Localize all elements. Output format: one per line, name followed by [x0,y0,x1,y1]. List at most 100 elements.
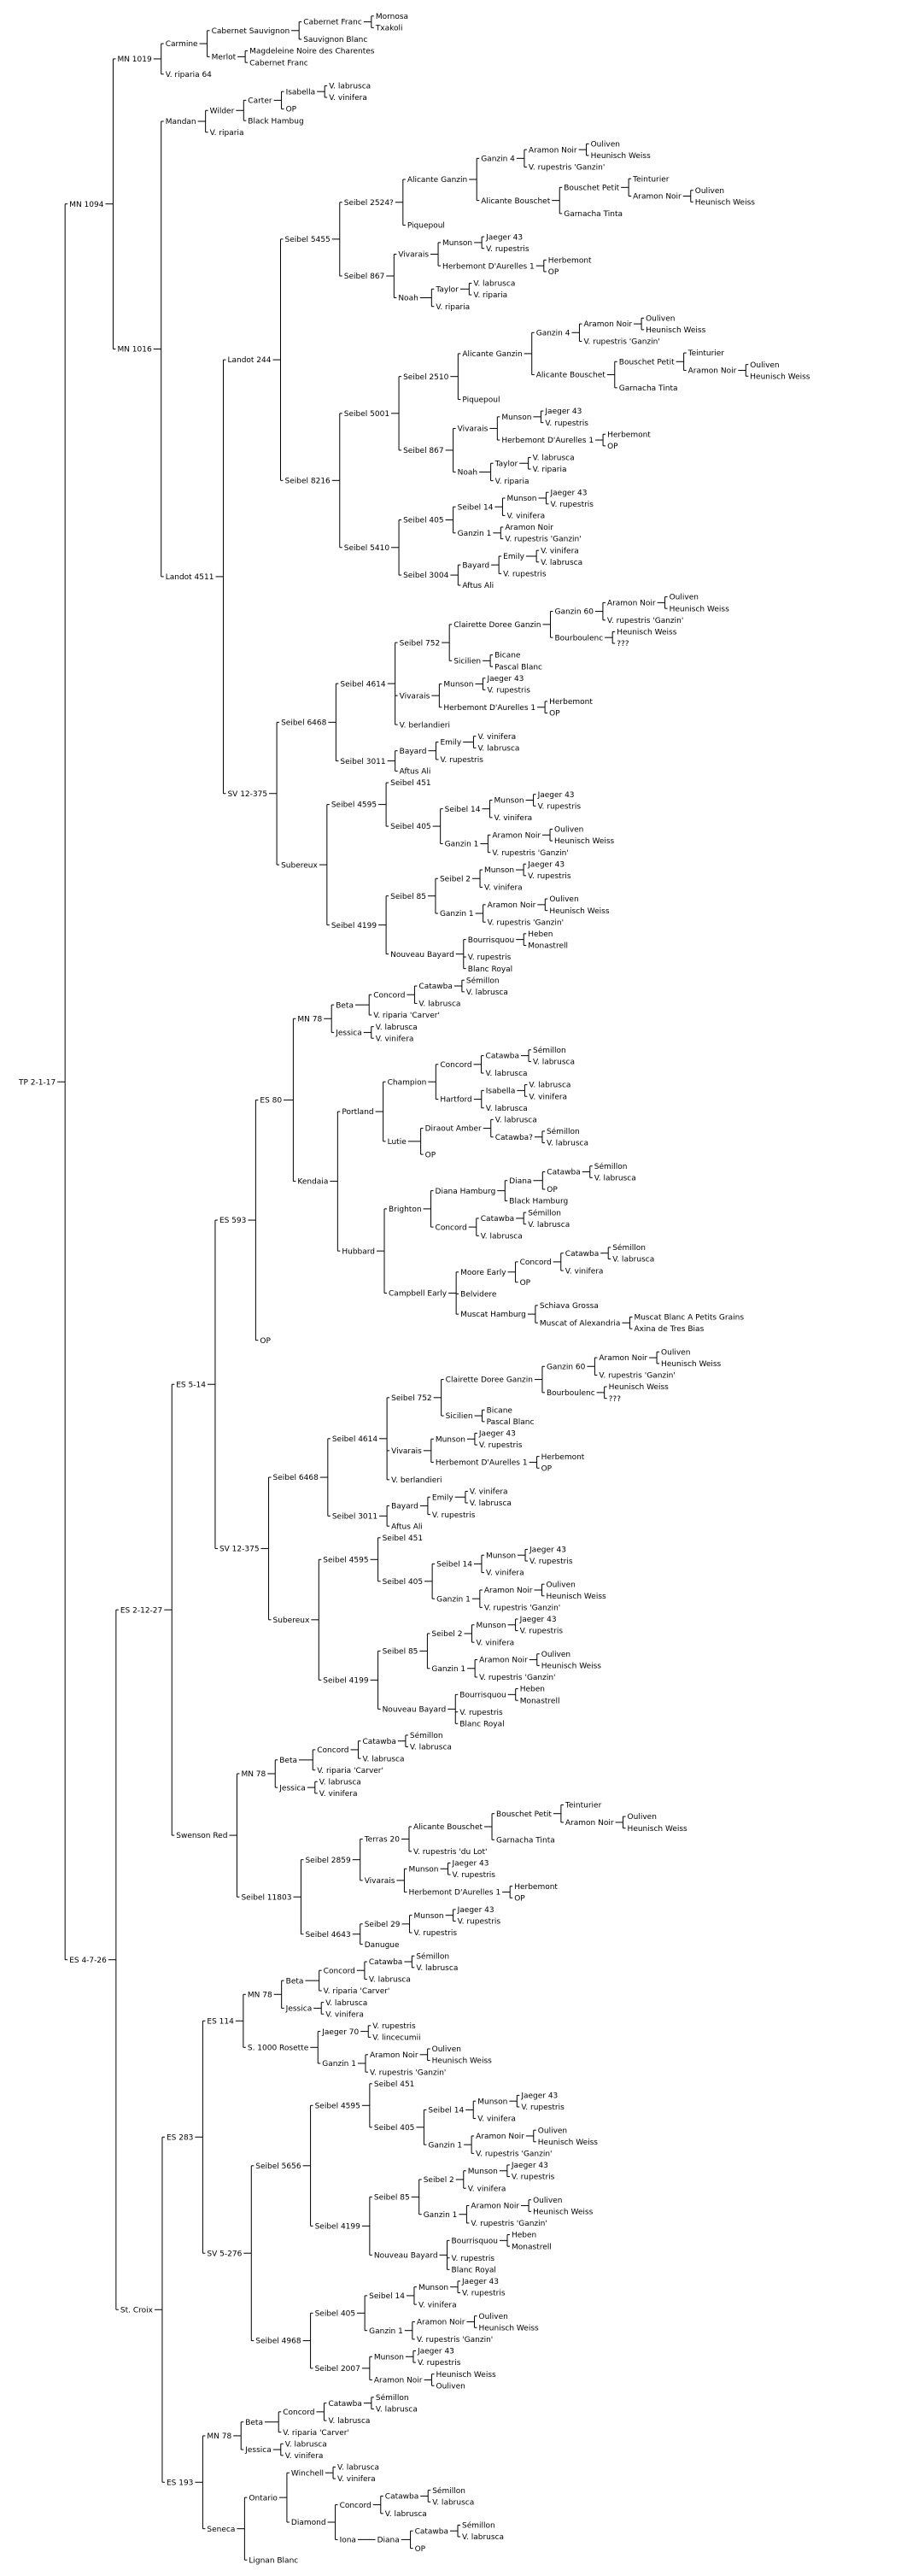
node-label: V. rupestris 'Ganzin' [607,617,683,625]
node-label: Vivarais [365,1877,395,1886]
node-label: ES 4-7-26 [69,1957,107,1965]
node-label: St. Croix [120,2306,154,2315]
node-label: Piquepoul [462,396,500,405]
node-label: TP 2-1-17 [18,1078,56,1087]
node-label: Isabella [286,88,316,97]
node-label: V. rupestris 'Ganzin' [479,1674,555,1682]
node-label: Concord [283,2409,314,2417]
node-label: Seibel 405 [390,823,431,831]
node-label: Ganzin 1 [436,1595,471,1604]
node-label: Taylor [435,285,459,294]
node-label: Bayard [400,748,427,756]
node-label: Herbemont [541,1453,585,1462]
node-label: Munson [436,1435,465,1444]
node-label: Heunisch Weiss [547,1593,607,1601]
node-label: MN 78 [241,1770,266,1779]
node-label: V. labrusca [416,1964,458,1973]
node-label: Iona [340,2537,356,2545]
node-label: V. rupestris [503,571,547,579]
node-label: V. vinifera [470,1488,508,1497]
node-label: V. rupestris 'Ganzin' [370,2068,446,2077]
node-label: Ouliven [549,895,578,904]
node-label: Ouliven [646,314,675,323]
node-label: Jaeger 43 [550,489,588,497]
node-label: Sémillon [462,2521,495,2531]
node-label: Muscat Blanc A Petits Grains [634,1314,744,1323]
node-label: V. rupestris [452,2255,495,2263]
node-label: Lutie [388,1138,407,1147]
node-label: Heben [512,2232,536,2240]
node-label: V. vinifera [285,2452,324,2461]
node-label: Ouliven [541,1651,570,1659]
node-label: ES 114 [207,2017,234,2026]
node-label: Jaeger 43 [452,1860,489,1869]
node-label: V. labrusca [594,1174,636,1182]
node-label: V. rupestris [529,1558,573,1566]
node-label: ??? [609,1395,622,1404]
node-label: V. lincecumii [372,2034,420,2043]
node-label: V. labrusca [325,1999,367,2008]
node-label: Catawba [415,2527,448,2536]
node-label: Vivarais [458,425,489,434]
node-label: ES 80 [260,1097,282,1106]
node-label: OP [607,443,618,451]
node-label: Seibel 5410 [344,544,390,553]
node-label: Winchell [291,2469,324,2478]
node-label: Seibel 451 [390,779,431,788]
node-label: Jaeger 43 [417,2348,454,2356]
node-label: ES 2-12-27 [120,1606,162,1615]
node-label: Emily [503,553,524,561]
node-label: Campbell Early [389,1290,448,1299]
node-label: V. vinifera [506,513,545,521]
node-label: Seibel 4968 [255,2338,301,2346]
node-label: V. rupestris [432,1511,476,1520]
node-label: Beta [286,1977,304,1986]
node-label: Black Hambug [248,117,303,126]
node-label: Aramon Noir [471,2203,519,2211]
node-label: Seibel 4614 [332,1435,378,1444]
node-label: Ganzin 1 [440,910,474,918]
node-label: Mornosa [376,13,408,21]
node-label: V. rupestris [520,1628,564,1636]
node-label: Catawba [565,1250,599,1259]
node-label: MN 1094 [69,201,104,209]
node-label: V. rupestris [440,756,483,765]
node-label: ES 283 [167,2133,193,2142]
node-label: Cabernet Franc [303,19,362,27]
node-label: Ganzin 1 [369,2327,403,2336]
node-label: Muscat of Alexandria [540,1319,621,1328]
node-label: Ontario [249,2494,278,2503]
node-label: Champion [388,1078,427,1087]
node-label: Ganzin 1 [431,1665,465,1674]
node-label: V. riparia [210,129,244,138]
node-label: Belvidere [460,1290,497,1299]
node-label: Sicilien [453,657,481,666]
node-label: V. labrusca [473,280,515,289]
node-label: Jessica [285,2005,313,2014]
node-label: Catawba [385,2493,418,2502]
node-label: V. rupestris 'du Lot' [413,1848,487,1857]
node-label: V. rupestris [462,2290,506,2298]
node-label: Merlot [212,54,237,62]
node-label: V. rupestris [414,1929,458,1938]
node-label: Heunisch Weiss [591,152,652,161]
node-label: Munson [443,681,473,689]
node-label: Ouliven [661,1348,690,1357]
node-label: Noah [458,469,477,478]
node-label: Diamond [291,2519,326,2527]
node-label: V. labrusca [533,455,575,463]
node-label: V. labrusca [410,1744,452,1752]
node-label: Jaeger 43 [511,2162,548,2170]
node-label: Sicilien [446,1412,473,1421]
node-label: Piquepoul [407,222,445,231]
node-label: Seibel 85 [390,893,426,901]
node-label: V. rupestris [479,1441,523,1450]
node-label: Jaeger 70 [321,2028,359,2037]
node-label: Alicante Bouschet [413,1823,483,1832]
node-label: Seneca [207,2526,235,2534]
node-label: Monastrell [528,942,568,951]
node-label: V. labrusca [362,1755,404,1763]
node-label: Catawba [362,1738,395,1746]
node-label: Ganzin 1 [445,841,479,849]
node-label: ES 5-14 [176,1381,206,1389]
